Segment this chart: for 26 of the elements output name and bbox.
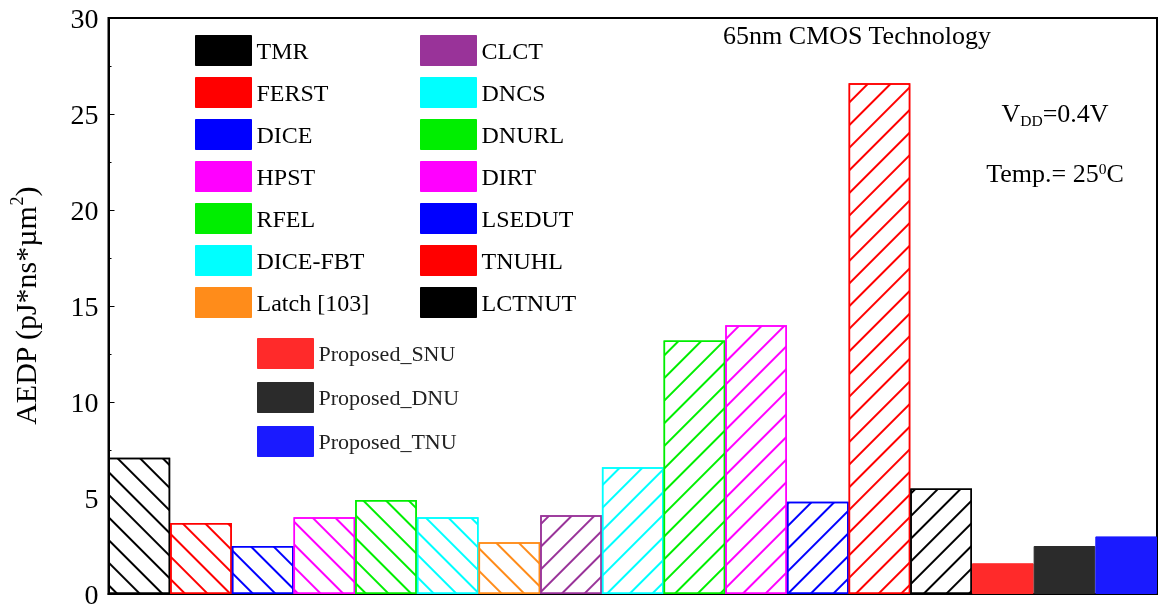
- y-tick-label: 5: [84, 482, 99, 514]
- legend-label: DNURL: [481, 121, 565, 148]
- legend-label: TMR: [256, 37, 309, 64]
- y-tick-label: 0: [84, 578, 99, 608]
- legend-label: HPST: [256, 163, 316, 190]
- y-tick-label: 15: [70, 290, 99, 322]
- legend-label: Proposed_TNU: [318, 429, 457, 454]
- legend-label: DICE: [256, 121, 313, 148]
- legend-label: DIRT: [481, 163, 537, 190]
- y-axis-title: AEDP (pJ*ns*µm2): [7, 186, 43, 425]
- y-tick-label: 20: [70, 194, 99, 226]
- annotation: 65nm CMOS Technology: [723, 21, 991, 51]
- legend-label: FERST: [256, 79, 329, 106]
- legend-label: CLCT: [481, 37, 544, 64]
- legend-label: LSEDUT: [481, 205, 574, 232]
- y-tick-label: 25: [70, 98, 99, 130]
- legend-label: Latch [103]: [256, 289, 370, 316]
- legend-label: TNUHL: [481, 247, 563, 274]
- legend-label: RFEL: [256, 205, 316, 232]
- y-tick-label: 30: [70, 2, 99, 34]
- legend-label: Proposed_SNU: [318, 341, 456, 366]
- legend-label: DNCS: [481, 79, 546, 106]
- legend-label: Proposed_DNU: [318, 385, 460, 410]
- y-tick-label: 10: [70, 386, 99, 418]
- legend-label: DICE-FBT: [256, 247, 365, 274]
- legend-label: LCTNUT: [481, 289, 577, 316]
